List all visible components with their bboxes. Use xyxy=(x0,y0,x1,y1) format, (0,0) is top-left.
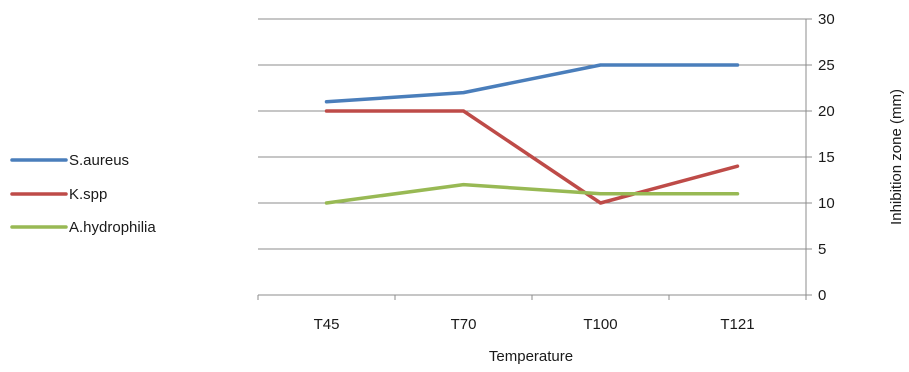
y-tick-label: 0 xyxy=(818,287,826,304)
x-tick-label: T45 xyxy=(314,316,340,333)
y-tick-label: 15 xyxy=(818,149,835,166)
y-tick-label: 20 xyxy=(818,103,835,120)
gridlines xyxy=(258,18,806,250)
legend-label: K.spp xyxy=(69,186,107,203)
series-line-k-spp xyxy=(324,109,740,205)
y-tick-label: 5 xyxy=(818,241,826,258)
series-lines xyxy=(324,63,740,205)
tick-labels: 0 5 10 15 20 25 30 T45 T70 T100 T121 xyxy=(314,11,835,333)
x-tick-label: T121 xyxy=(720,316,754,333)
axes xyxy=(257,18,812,300)
x-axis-title: Temperature xyxy=(489,348,573,365)
y-axis-title: Inhibition zone (mm) xyxy=(888,89,905,225)
x-tick-label: T70 xyxy=(451,316,477,333)
y-tick-label: 30 xyxy=(818,11,835,28)
series-line-a-hydrophilia xyxy=(324,182,740,205)
legend-label: A.hydrophilia xyxy=(69,219,156,236)
legend: S.aureus K.spp A.hydrophilia xyxy=(10,152,156,236)
y-tick-label: 10 xyxy=(818,195,835,212)
x-tick-label: T100 xyxy=(583,316,617,333)
y-tick-label: 25 xyxy=(818,57,835,74)
legend-label: S.aureus xyxy=(69,152,129,169)
series-line-s-aureus xyxy=(324,63,740,104)
